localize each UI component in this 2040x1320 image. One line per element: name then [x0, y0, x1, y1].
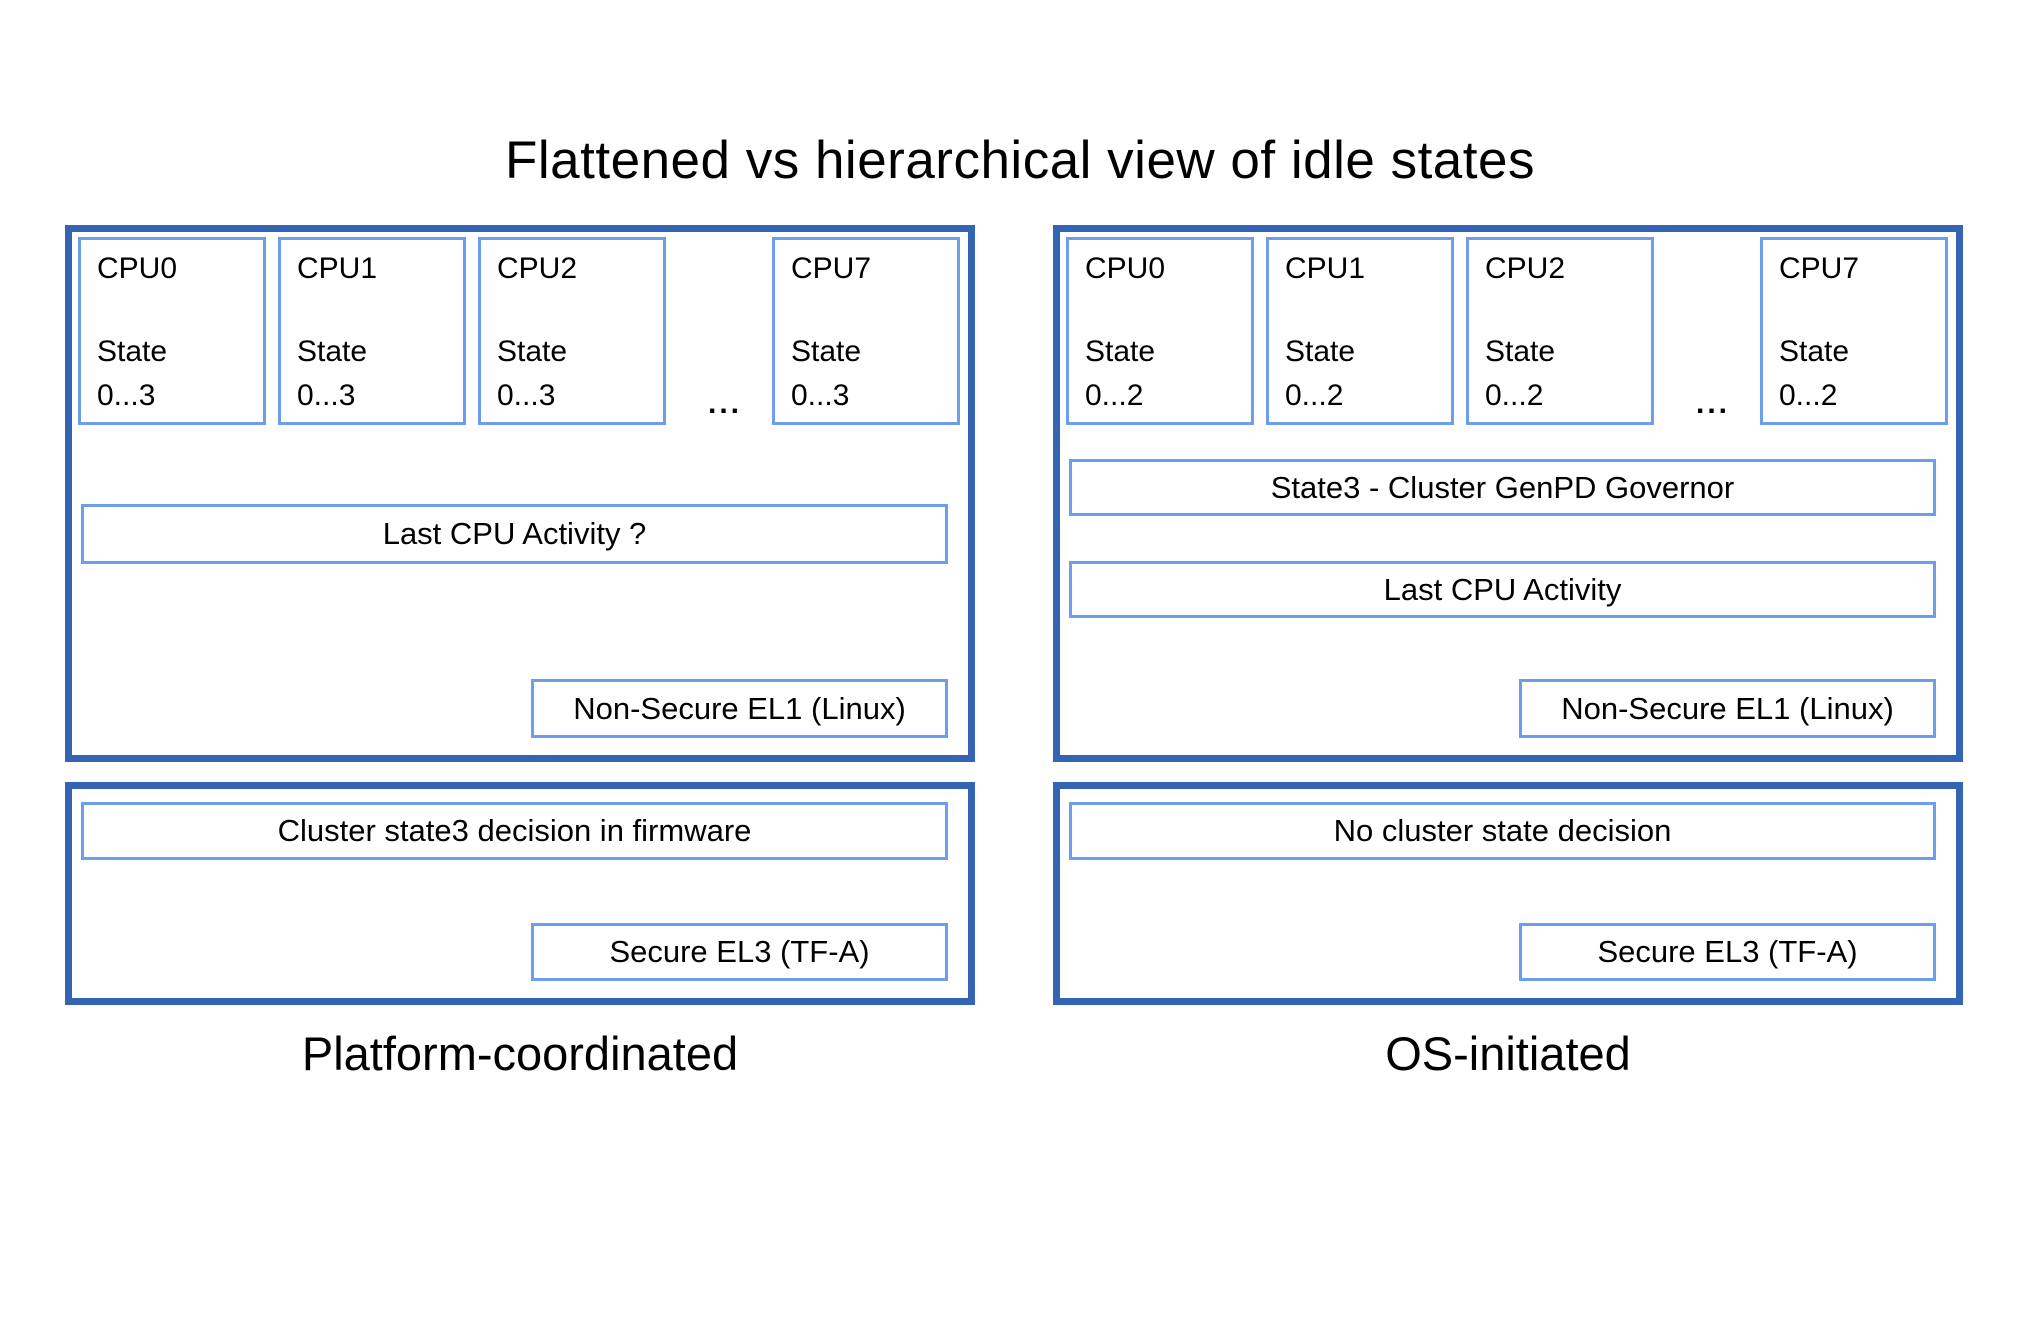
cpu-state-word: State: [97, 335, 168, 368]
nonsecure-el1-box: Non-Secure EL1 (Linux): [531, 679, 948, 738]
cpu-state-word: State: [497, 335, 568, 368]
cpu-state-word: State: [297, 335, 368, 368]
cpu-label: CPU7: [1779, 252, 1860, 285]
cpu2-box: CPU2 State 0...2: [1466, 237, 1654, 425]
cpu-state-values: 0...3: [497, 378, 556, 412]
os-initiated-column: CPU0 State 0...2 CPU1 State 0...2 CPU2: [1053, 225, 1963, 1081]
cpu-state-word: State: [1779, 335, 1850, 368]
cpu-state-range: State 0...3: [297, 330, 463, 417]
cpu-state-values: 0...2: [1485, 378, 1544, 412]
cpu-row-left: CPU0 State 0...3 CPU1 State 0...3 CPU2: [78, 237, 960, 425]
cpu-state-range: State 0...2: [1779, 330, 1945, 417]
platform-coordinated-column: CPU0 State 0...3 CPU1 State 0...3 CPU2: [65, 225, 975, 1081]
cluster-decision-box: Cluster state3 decision in firmware: [81, 802, 948, 860]
nonsecure-world-panel-left: CPU0 State 0...3 CPU1 State 0...3 CPU2: [65, 225, 975, 762]
cluster-decision-box: No cluster state decision: [1069, 802, 1936, 860]
column-label-platform-coordinated: Platform-coordinated: [301, 1027, 739, 1080]
cpu-label: CPU0: [1085, 252, 1166, 285]
cpu-row-right: CPU0 State 0...2 CPU1 State 0...2 CPU2: [1066, 237, 1948, 425]
cpu-state-range: State 0...2: [1485, 330, 1651, 417]
cpu-label: CPU0: [97, 252, 178, 285]
cpu0-box: CPU0 State 0...2: [1066, 237, 1254, 425]
cpu7-box: CPU7 State 0...2: [1760, 237, 1948, 425]
cpu-label: CPU1: [297, 252, 378, 285]
cpu-label: CPU7: [791, 252, 872, 285]
cpu-state-range: State 0...3: [97, 330, 263, 417]
nonsecure-world-panel-right: CPU0 State 0...2 CPU1 State 0...2 CPU2: [1053, 225, 1963, 762]
cpu-label: CPU2: [497, 252, 578, 285]
cpu2-box: CPU2 State 0...3: [478, 237, 666, 425]
secure-el3-box: Secure EL3 (TF-A): [531, 923, 948, 981]
secure-el3-box: Secure EL3 (TF-A): [1519, 923, 1936, 981]
secure-world-panel-right: No cluster state decision Secure EL3 (TF…: [1053, 782, 1963, 1005]
cpu-state-range: State 0...2: [1085, 330, 1251, 417]
last-cpu-activity-box: Last CPU Activity: [1069, 561, 1936, 618]
cpu-state-word: State: [1485, 335, 1556, 368]
cpu-state-range: State 0...3: [497, 330, 663, 417]
secure-world-panel-left: Cluster state3 decision in firmware Secu…: [65, 782, 975, 1005]
cpu-state-word: State: [791, 335, 862, 368]
cpu0-box: CPU0 State 0...3: [78, 237, 266, 425]
cpu-state-word: State: [1085, 335, 1156, 368]
cpu-state-range: State 0...2: [1285, 330, 1451, 417]
cpu-state-values: 0...2: [1085, 378, 1144, 412]
last-cpu-activity-box: Last CPU Activity ?: [81, 504, 948, 564]
cpu-state-values: 0...3: [297, 378, 356, 412]
cpu-label: CPU1: [1285, 252, 1366, 285]
cpu-state-values: 0...2: [1779, 378, 1838, 412]
cpu-label: CPU2: [1485, 252, 1566, 285]
cpu1-box: CPU1 State 0...3: [278, 237, 466, 425]
cpu-state-values: 0...3: [97, 378, 156, 412]
cpu-state-values: 0...2: [1285, 378, 1344, 412]
cpu-state-word: State: [1285, 335, 1356, 368]
cpu-state-range: State 0...3: [791, 330, 957, 417]
cpu-state-values: 0...3: [791, 378, 850, 412]
cpu-ellipsis: ...: [1695, 387, 1730, 420]
cpu1-box: CPU1 State 0...2: [1266, 237, 1454, 425]
nonsecure-el1-box: Non-Secure EL1 (Linux): [1519, 679, 1936, 738]
column-label-os-initiated: OS-initiated: [1385, 1027, 1631, 1080]
cpu7-box: CPU7 State 0...3: [772, 237, 960, 425]
cluster-genpd-governor-box: State3 - Cluster GenPD Governor: [1069, 459, 1936, 516]
slide-title: Flattened vs hierarchical view of idle s…: [505, 131, 1535, 190]
cpu-ellipsis: ...: [707, 387, 742, 420]
